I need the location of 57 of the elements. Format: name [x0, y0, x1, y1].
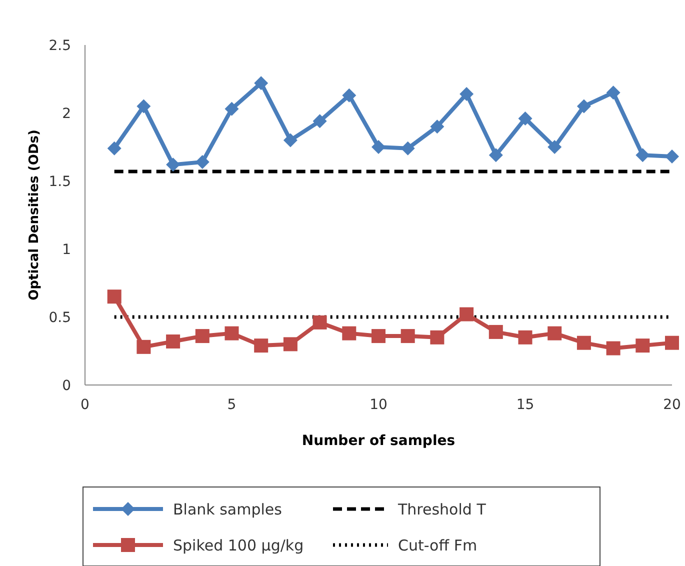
x-tick-label: 5 [227, 397, 236, 413]
point [283, 133, 298, 148]
point [606, 341, 620, 356]
point [400, 329, 415, 344]
point [636, 148, 650, 162]
legend-label: Blank samples [173, 500, 282, 518]
point [606, 86, 620, 100]
point [136, 340, 151, 354]
legend-label: Spiked 100 µg/kg [173, 536, 304, 554]
point [430, 330, 444, 344]
point [518, 330, 532, 344]
point [548, 326, 562, 340]
point [136, 99, 151, 114]
point [166, 158, 180, 172]
point [254, 76, 268, 90]
point [166, 334, 180, 348]
point [224, 102, 239, 116]
y-tick-label: 2 [62, 106, 71, 122]
x-tick-label: 15 [516, 397, 534, 413]
point [488, 148, 503, 162]
x-tick-label: 10 [370, 397, 388, 413]
point [400, 141, 415, 156]
point [224, 326, 239, 340]
point [665, 336, 679, 350]
point [342, 88, 356, 102]
y-tick-label: 0.5 [48, 310, 71, 326]
point [107, 141, 122, 156]
legend-label: Threshold T [397, 500, 487, 518]
point [195, 154, 210, 169]
y-tick-label: 1.5 [48, 174, 71, 190]
point [372, 140, 386, 154]
point [665, 150, 679, 164]
point [548, 140, 562, 154]
point [460, 307, 474, 322]
point [254, 338, 268, 353]
x-tick-label: 20 [663, 397, 681, 413]
y-tick-label: 1 [62, 242, 71, 258]
point [576, 336, 591, 350]
point [312, 315, 327, 330]
point [342, 326, 356, 340]
y-tick-label: 0 [62, 378, 71, 394]
x-tick-label: 0 [80, 397, 90, 413]
point [372, 329, 386, 344]
point [576, 99, 591, 114]
point [460, 86, 474, 101]
point [430, 120, 444, 134]
point [312, 114, 327, 128]
point [283, 337, 298, 352]
y-axis-title: Optical Densities (ODs) [27, 130, 42, 300]
point [518, 111, 532, 126]
point [636, 338, 650, 353]
legend-label: Cut-off Fm [398, 536, 478, 554]
x-axis-title: Number of samples [302, 433, 456, 449]
point [107, 290, 122, 304]
point [488, 324, 503, 339]
point [195, 329, 210, 344]
y-tick-label: 2.5 [48, 38, 71, 54]
